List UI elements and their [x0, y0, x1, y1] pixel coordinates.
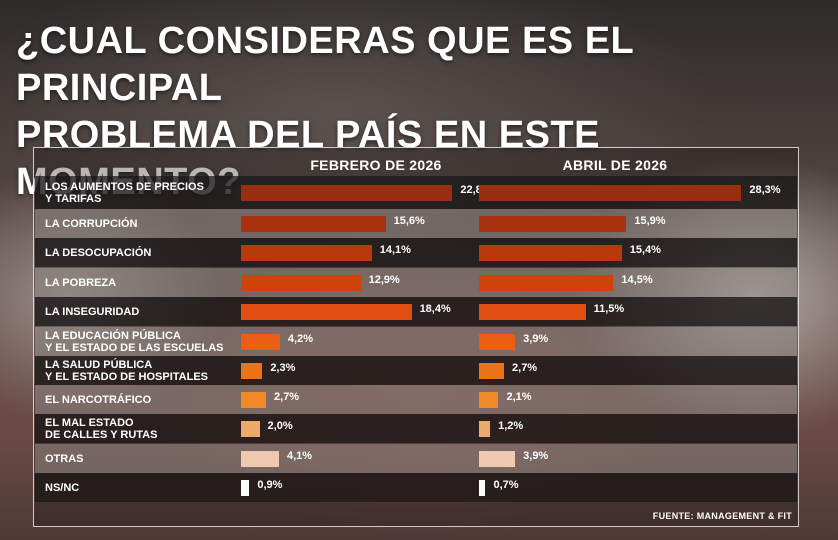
bar-april	[479, 391, 499, 408]
chart-row: EL NARCOTRÁFICO 2,7% 2,1%	[35, 385, 797, 414]
bar-april	[479, 479, 486, 496]
category-label: EL MAL ESTADO DE CALLES Y RUTAS	[45, 416, 158, 441]
chart-row: LA CORRUPCIÓN 15,6% 15,9%	[35, 209, 797, 238]
bar-april	[479, 215, 627, 232]
bar-february	[241, 244, 372, 261]
value-label: 2,0%	[267, 419, 293, 432]
value-label: 2,3%	[270, 361, 296, 374]
value-label: 1,2%	[498, 419, 524, 432]
bar-february	[241, 274, 361, 291]
bar-february	[241, 420, 260, 437]
chart-row: LA POBREZA 12,9% 14,5%	[35, 268, 797, 297]
bar-february	[241, 450, 279, 467]
value-label: 15,9%	[634, 214, 666, 227]
value-label: 3,9%	[523, 449, 549, 462]
bar-april	[479, 362, 505, 379]
bar-february	[241, 479, 250, 496]
series-header-february: FEBRERO DE 2026	[310, 157, 442, 173]
category-label: EL NARCOTRÁFICO	[45, 393, 152, 406]
bar-february	[241, 333, 280, 350]
chart-row: LA SALUD PÚBLICA Y EL ESTADO DE HOSPITAL…	[35, 356, 797, 385]
value-label: 4,2%	[287, 332, 313, 345]
bar-april	[479, 303, 586, 320]
bar-february	[241, 303, 412, 320]
category-label: LA INSEGURIDAD	[45, 305, 140, 318]
value-label: 14,1%	[379, 243, 411, 256]
bar-april	[479, 450, 516, 467]
chart-row: OTRAS 4,1% 3,9%	[35, 444, 797, 473]
bar-february	[241, 391, 267, 408]
chart-panel	[33, 147, 799, 527]
source-note: FUENTE: MANAGEMENT & FIT	[652, 511, 792, 521]
bar-april	[479, 274, 614, 291]
category-label: LA EDUCACIÓN PÚBLICA Y EL ESTADO DE LAS …	[45, 329, 224, 354]
chart-row: LA INSEGURIDAD 18,4% 11,5%	[35, 297, 797, 326]
bar-february	[241, 362, 263, 379]
category-label: OTRAS	[45, 452, 84, 465]
value-label: 14,5%	[621, 273, 653, 286]
chart-row: LA EDUCACIÓN PÚBLICA Y EL ESTADO DE LAS …	[35, 327, 797, 356]
bar-april	[479, 244, 622, 261]
value-label: 28,3%	[749, 183, 781, 196]
category-label: LA CORRUPCIÓN	[45, 217, 138, 230]
value-label: 2,7%	[512, 361, 538, 374]
bar-february	[241, 215, 386, 232]
bar-april	[479, 420, 491, 437]
value-label: 4,1%	[287, 449, 313, 462]
category-label: LOS AUMENTOS DE PRECIOS Y TARIFAS	[45, 180, 204, 205]
value-label: 0,7%	[493, 478, 519, 491]
bar-april	[479, 333, 516, 350]
category-label: LA DESOCUPACIÓN	[45, 246, 152, 259]
chart-row: EL MAL ESTADO DE CALLES Y RUTAS 2,0% 1,2%	[35, 414, 797, 443]
value-label: 3,9%	[523, 332, 549, 345]
chart-row: NS/NC 0,9% 0,7%	[35, 473, 797, 502]
bar-april	[479, 184, 742, 201]
category-label: LA SALUD PÚBLICA Y EL ESTADO DE HOSPITAL…	[45, 358, 208, 383]
series-header-april: ABRIL DE 2026	[562, 157, 668, 173]
value-label: 18,4%	[419, 302, 451, 315]
chart-row: LOS AUMENTOS DE PRECIOS Y TARIFAS 22,8% 28…	[35, 176, 797, 209]
chart-row: LA DESOCUPACIÓN 14,1% 15,4%	[35, 238, 797, 267]
value-label: 12,9%	[368, 273, 400, 286]
bar-february	[241, 184, 453, 201]
value-label: 15,6%	[393, 214, 425, 227]
value-label: 11,5%	[593, 302, 625, 315]
value-label: 15,4%	[629, 243, 661, 256]
value-label: 2,1%	[506, 390, 532, 403]
category-label: LA POBREZA	[45, 276, 117, 289]
value-label: 0,9%	[257, 478, 283, 491]
value-label: 2,7%	[274, 390, 300, 403]
category-label: NS/NC	[45, 481, 80, 494]
